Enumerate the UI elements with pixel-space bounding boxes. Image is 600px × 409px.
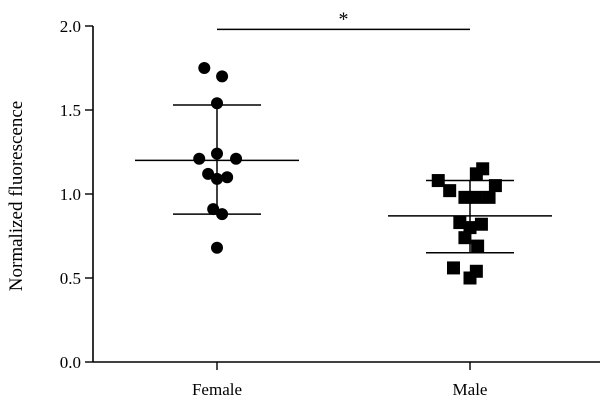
significance-bracket: * (217, 8, 470, 30)
male-data-point (488, 179, 502, 193)
x-categories: Female Male (192, 362, 487, 399)
y-tick-label: 1.5 (60, 101, 81, 120)
male-data-point (453, 216, 467, 230)
axes (92, 26, 600, 363)
error-bars (135, 104, 552, 254)
male-data-point (463, 221, 477, 235)
y-tick-label: 0.5 (60, 269, 81, 288)
female-data-point (207, 203, 220, 216)
female-data-point (202, 167, 215, 180)
female-data-point (216, 208, 229, 221)
male-data-point (469, 190, 483, 204)
male-data-point (458, 231, 472, 245)
y-tick-label: 2.0 (60, 17, 81, 36)
y-ticks: 0.0 0.5 1.0 1.5 2.0 (60, 17, 93, 372)
significance-star: * (339, 8, 349, 30)
female-data-point (193, 152, 206, 165)
female-data-point (230, 152, 243, 165)
female-data-point (216, 70, 229, 83)
female-data-point (211, 147, 223, 160)
female-data-point (221, 171, 234, 184)
y-axis-title: Normalized fluorescence (6, 101, 27, 291)
y-tick-label: 1.0 (60, 185, 81, 204)
female-data-point (211, 172, 223, 185)
male-data-point (431, 174, 445, 188)
male-data-point (463, 271, 477, 285)
male-data-point (446, 261, 460, 275)
male-data-point (471, 239, 485, 253)
male-data-point (482, 190, 496, 204)
y-tick-label: 0.0 (60, 353, 81, 372)
male-data-point (474, 217, 488, 231)
x-category-label: Male (453, 380, 488, 399)
female-data-point (211, 241, 223, 254)
male-data-point (443, 184, 457, 198)
male-data-point (458, 190, 472, 204)
x-category-label: Female (192, 380, 242, 399)
data-points (193, 62, 502, 285)
male-data-point (469, 167, 483, 181)
female-data-point (211, 97, 223, 110)
female-data-point (198, 62, 211, 74)
